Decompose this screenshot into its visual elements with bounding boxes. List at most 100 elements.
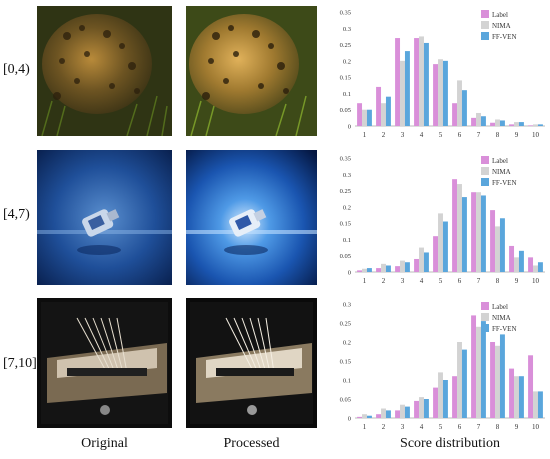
bar-label	[452, 179, 458, 272]
bar-nima	[362, 414, 367, 418]
bar-label	[452, 103, 458, 126]
bar-label	[357, 103, 363, 126]
x-tick-label: 7	[477, 131, 481, 139]
y-tick-label: 0.3	[343, 26, 351, 33]
bar-nima	[476, 326, 481, 418]
bar-nima	[419, 397, 424, 418]
y-tick-label: 0.25	[340, 42, 351, 49]
caption-original: Original	[81, 436, 128, 451]
bar-ff-ven	[442, 380, 448, 418]
bar-chart-1: 0 0.05 0.1 0.15 0.2 0.25 0.3 0.35 1 2 3 4 5 6 7 8 9 10 Lab…	[340, 156, 545, 285]
bar-label	[528, 257, 534, 272]
bar-nima	[381, 103, 386, 126]
legend-swatch	[481, 21, 489, 29]
legend-label: Label	[492, 157, 508, 165]
bar-nima	[457, 184, 462, 272]
bar-ff-ven	[404, 51, 410, 127]
bar-nima	[514, 122, 519, 126]
bar-label	[528, 355, 534, 418]
legend-label: Label	[492, 303, 508, 311]
bar-nima	[476, 112, 481, 126]
bar-chart-2: 0 0.05 0.1 0.15 0.2 0.25 0.3 1 2 3 4 5 6 7 8 9 10 Label NI…	[340, 302, 545, 431]
bar-nima	[438, 213, 443, 272]
bar-ff-ven	[423, 399, 429, 418]
x-tick-label: 3	[401, 277, 405, 285]
legend-label: Label	[492, 11, 508, 19]
bar-label	[528, 125, 534, 126]
bar-ff-ven	[537, 124, 543, 126]
processed-image-jaguar	[186, 6, 317, 136]
bar-nima	[495, 345, 500, 418]
y-tick-label: 0.25	[340, 188, 351, 195]
legend-swatch	[481, 302, 489, 310]
caption-score-distribution: Score distribution	[400, 436, 500, 451]
y-tick-label: 0	[348, 416, 351, 423]
bar-ff-ven	[480, 195, 486, 272]
x-tick-label: 10	[532, 277, 540, 285]
x-tick-label: 5	[439, 131, 443, 139]
legend-label: FF-VEN	[492, 179, 517, 187]
bar-ff-ven	[499, 334, 505, 418]
bar-label	[509, 124, 515, 126]
bar-nima	[362, 268, 367, 272]
y-tick-label: 0.15	[340, 221, 351, 228]
bar-ff-ven	[461, 90, 467, 126]
x-tick-label: 2	[382, 277, 386, 285]
x-tick-label: 8	[496, 277, 500, 285]
processed-image-guitar	[186, 298, 317, 428]
y-tick-label: 0.1	[343, 237, 351, 244]
legend-swatch	[481, 10, 489, 18]
bar-nima	[400, 260, 405, 272]
bar-label	[509, 245, 515, 272]
bar-ff-ven	[537, 262, 543, 272]
bar-label	[490, 122, 496, 126]
bar-label	[376, 268, 382, 272]
bar-label	[357, 270, 363, 272]
x-tick-label: 10	[532, 131, 540, 139]
row-label-2: [7,10]	[3, 356, 37, 371]
caption-processed: Processed	[223, 436, 280, 451]
legend-label: NIMA	[492, 22, 511, 30]
x-tick-label: 7	[477, 423, 481, 431]
bar-label	[471, 315, 477, 418]
x-tick-label: 2	[382, 131, 386, 139]
bar-label	[395, 266, 401, 272]
bar-label	[509, 368, 515, 418]
y-tick-label: 0.15	[340, 359, 351, 366]
y-tick-label: 0.2	[343, 58, 351, 65]
bar-nima	[381, 263, 386, 272]
bar-ff-ven	[480, 116, 486, 126]
bar-ff-ven	[537, 391, 543, 418]
x-tick-label: 9	[515, 423, 519, 431]
bar-label	[433, 236, 439, 272]
bar-nima	[514, 376, 519, 418]
y-tick-label: 0.2	[343, 204, 351, 211]
bar-nima	[400, 404, 405, 418]
bar-label	[376, 86, 382, 126]
bar-label	[433, 387, 439, 418]
x-tick-label: 8	[496, 131, 500, 139]
x-tick-label: 1	[363, 423, 367, 431]
x-tick-label: 5	[439, 423, 443, 431]
y-tick-label: 0.05	[340, 397, 351, 404]
bar-label	[471, 192, 477, 272]
bar-ff-ven	[366, 109, 372, 126]
score-distribution-chart-2: 0 0.05 0.1 0.15 0.2 0.25 0.3 1 2 3 4 5 6 7 8 9 10 Label NI…	[333, 296, 550, 436]
bar-ff-ven	[366, 415, 372, 418]
bar-nima	[419, 247, 424, 272]
bar-label	[490, 342, 496, 418]
legend-swatch	[481, 32, 489, 40]
x-tick-label: 4	[420, 423, 424, 431]
x-tick-label: 6	[458, 423, 462, 431]
y-tick-label: 0.35	[340, 156, 351, 163]
x-tick-label: 1	[363, 277, 367, 285]
bar-ff-ven	[499, 120, 505, 126]
y-tick-label: 0.3	[343, 172, 351, 179]
bar-ff-ven	[423, 252, 429, 272]
x-tick-label: 9	[515, 277, 519, 285]
x-tick-label: 3	[401, 131, 405, 139]
bar-ff-ven	[518, 250, 524, 272]
bar-nima	[381, 408, 386, 418]
original-image-guitar	[37, 298, 172, 428]
legend-label: NIMA	[492, 168, 511, 176]
